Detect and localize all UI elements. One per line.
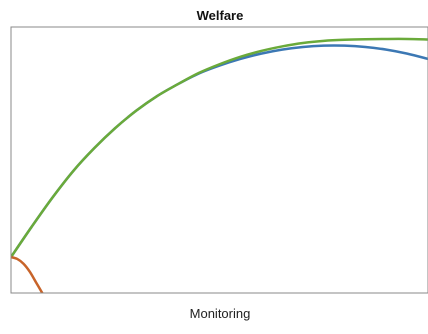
plot-frame — [10, 26, 428, 294]
series-line-3 — [11, 255, 44, 293]
plot-area — [11, 37, 428, 293]
chart-title: Welfare — [197, 8, 244, 23]
series-line-2 — [11, 37, 428, 259]
series-line-1 — [11, 44, 428, 259]
x-axis-label: Monitoring — [190, 306, 251, 321]
